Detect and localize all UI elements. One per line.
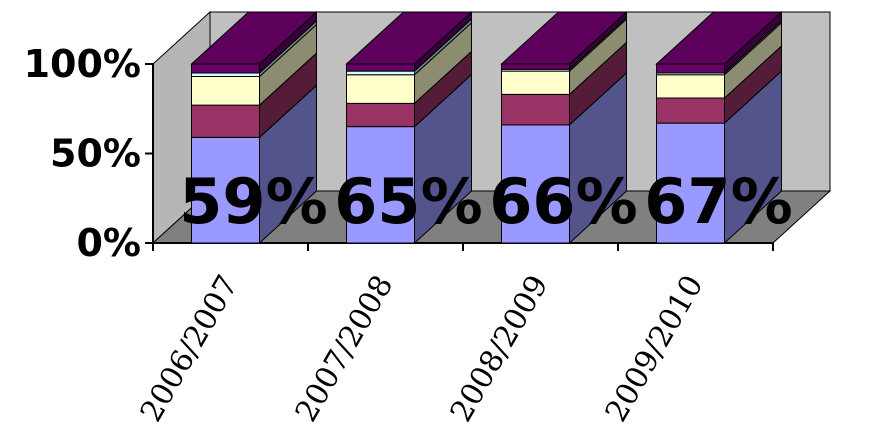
bar-segment <box>501 63 570 70</box>
x-category-label: 2006/2007 <box>134 270 246 428</box>
x-category-label: 2009/2010 <box>599 270 711 428</box>
bar-segment <box>346 74 415 104</box>
bar-top <box>345 11 473 65</box>
bar-segment <box>191 76 260 106</box>
bar-segment <box>501 70 570 95</box>
data-label: 66% <box>489 165 637 238</box>
bar-segment <box>656 74 725 99</box>
bar-segment <box>656 97 725 124</box>
bar-segment <box>346 63 415 72</box>
y-tick-label: 0% <box>76 221 141 265</box>
y-tick-label: 50% <box>50 132 141 176</box>
bar-top <box>655 11 783 65</box>
data-label: 59% <box>179 165 327 238</box>
bar-stack <box>345 10 473 245</box>
bar-top <box>190 11 318 65</box>
bar-segment <box>191 63 260 74</box>
x-category-label: 2008/2009 <box>444 270 556 428</box>
x-category-label: 2007/2008 <box>289 270 401 428</box>
data-label: 65% <box>334 165 482 238</box>
bar-segment <box>191 72 260 78</box>
x-category-labels: 2006/2007 2007/2008 2008/2009 2009/2010 <box>134 270 711 428</box>
bar-stack <box>655 10 783 245</box>
bar-stack <box>190 10 318 245</box>
bar-segment <box>346 70 415 76</box>
data-label: 67% <box>644 165 792 238</box>
y-tick-label: 100% <box>24 42 141 86</box>
data-labels: 59% 65% 66% 67% <box>179 165 792 238</box>
bar-top <box>500 11 628 65</box>
bar-segment <box>191 104 260 138</box>
y-tick-labels: 0% 50% 100% <box>24 42 153 265</box>
bar-segment <box>346 102 415 128</box>
chart-bars <box>190 10 783 245</box>
bar-stack <box>500 10 628 245</box>
bar-segment <box>501 93 570 126</box>
bar-segment <box>656 63 725 74</box>
